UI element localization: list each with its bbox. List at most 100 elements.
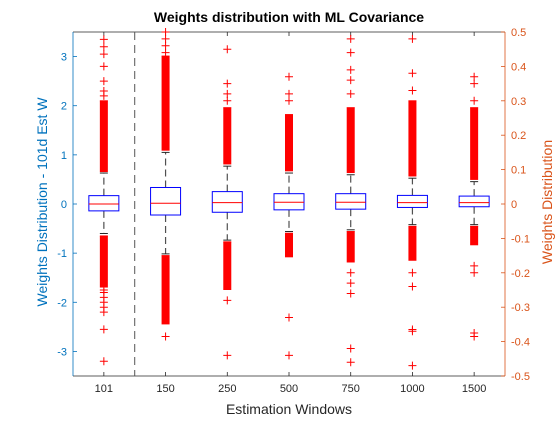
outlier-marker <box>346 358 355 367</box>
outlier-marker <box>408 69 417 78</box>
outlier-marker <box>408 282 417 291</box>
outlier-marker <box>408 86 417 95</box>
outlier-marker <box>161 28 170 36</box>
x-tick-label: 1000 <box>400 383 424 395</box>
dense-outliers <box>161 255 170 325</box>
right-y-tick-label: 0.4 <box>511 61 526 73</box>
right-y-tick-label: -0.4 <box>511 337 530 349</box>
left-y-axis-label: Weights Distribution - 101d Est W <box>34 97 50 307</box>
left-y-tick-label: -3 <box>57 346 67 358</box>
x-tick-label: 750 <box>342 383 360 395</box>
outlier-marker <box>408 325 417 334</box>
left-y-tick-label: 2 <box>61 101 67 113</box>
dense-outliers <box>223 241 232 290</box>
outlier-marker <box>346 65 355 74</box>
outlier-marker <box>285 89 293 98</box>
right-y-tick-label: 0.5 <box>511 27 526 39</box>
outlier-marker <box>223 351 232 360</box>
outlier-marker <box>346 34 355 43</box>
box-500 <box>273 193 305 211</box>
outlier-marker <box>161 41 170 50</box>
dense-outliers <box>408 100 417 177</box>
outlier-marker <box>99 86 108 95</box>
outlier-marker <box>346 344 355 353</box>
outlier-marker <box>346 76 355 85</box>
x-axis-label: Estimation Windows <box>226 401 352 417</box>
x-tick-label: 101 <box>95 383 113 395</box>
dense-outliers <box>223 107 232 165</box>
outlier-marker <box>223 96 232 105</box>
box-250 <box>211 191 243 213</box>
outlier-marker <box>408 34 417 43</box>
plot-area: -3 -2 -1 0 1 2 3 -0.5 -0.4 -0.3 -0.2 -0.1 0 0.1 0.2 0.3… <box>57 27 530 395</box>
outlier-marker <box>223 296 232 305</box>
x-tick-label: 500 <box>280 383 298 395</box>
chart-title: Weights distribution with ML Covariance <box>154 9 424 25</box>
dense-outliers <box>346 231 355 263</box>
left-y-tick-label: 3 <box>61 52 67 64</box>
right-y-axis-label: Weights Distribution <box>539 140 555 264</box>
right-y-tick-label: 0.1 <box>511 165 526 177</box>
x-tick-label: 250 <box>218 383 236 395</box>
outlier-marker <box>346 279 355 288</box>
outlier-marker <box>99 62 108 71</box>
outlier-marker <box>161 48 170 57</box>
right-y-tick-label: 0.2 <box>511 130 526 142</box>
outlier-marker <box>346 289 355 298</box>
box-150 <box>150 186 182 216</box>
outlier-marker <box>161 332 170 341</box>
outlier-marker <box>470 268 479 277</box>
outlier-marker <box>223 89 232 98</box>
outlier-marker <box>346 268 355 277</box>
left-y-tick-label: -2 <box>57 297 67 309</box>
outlier-marker <box>470 72 479 81</box>
outlier-marker <box>99 35 108 44</box>
right-y-tick-label: -0.3 <box>511 302 530 314</box>
dense-outliers <box>408 226 417 261</box>
outlier-marker <box>285 351 293 360</box>
left-y-tick-label: 1 <box>61 150 67 162</box>
outlier-marker <box>161 34 170 43</box>
outlier-marker <box>285 72 293 81</box>
outlier-marker <box>223 45 232 54</box>
outlier-marker <box>99 42 108 51</box>
right-y-tick-label: 0.3 <box>511 96 526 108</box>
x-tick-label: 1500 <box>462 383 486 395</box>
outlier-marker <box>99 77 108 86</box>
outlier-marker <box>346 89 355 98</box>
dense-outliers <box>470 107 479 180</box>
dense-outliers <box>470 226 479 246</box>
box-1500 <box>458 195 490 208</box>
right-y-tick-label: -0.1 <box>511 233 530 245</box>
x-tick-label: 150 <box>156 383 174 395</box>
box-750 <box>335 193 367 210</box>
dense-outliers <box>285 114 293 172</box>
right-y-tick-label: -0.5 <box>511 371 530 383</box>
box-1000 <box>396 194 428 208</box>
dense-outliers <box>161 56 170 151</box>
outlier-marker <box>346 48 355 57</box>
left-y-tick-label: -1 <box>57 248 67 260</box>
outlier-marker <box>408 268 417 277</box>
left-y-tick-label: 0 <box>61 199 67 211</box>
outlier-marker <box>99 286 108 294</box>
dense-outliers <box>99 100 108 173</box>
outlier-marker <box>470 96 479 105</box>
dense-outliers <box>285 233 293 258</box>
outlier-marker <box>470 261 479 270</box>
dense-outliers <box>346 107 355 174</box>
dense-outliers <box>99 235 108 288</box>
outlier-marker <box>223 79 232 88</box>
outlier-marker <box>99 357 108 366</box>
right-y-tick-label: -0.2 <box>511 268 530 280</box>
outlier-marker <box>470 79 479 88</box>
right-y-tick-label: 0 <box>511 199 517 211</box>
outlier-marker <box>99 50 108 59</box>
outlier-marker <box>470 329 479 337</box>
box-101 <box>88 195 120 212</box>
outlier-marker <box>285 96 293 105</box>
outlier-marker <box>408 361 417 370</box>
outlier-marker <box>99 325 108 334</box>
